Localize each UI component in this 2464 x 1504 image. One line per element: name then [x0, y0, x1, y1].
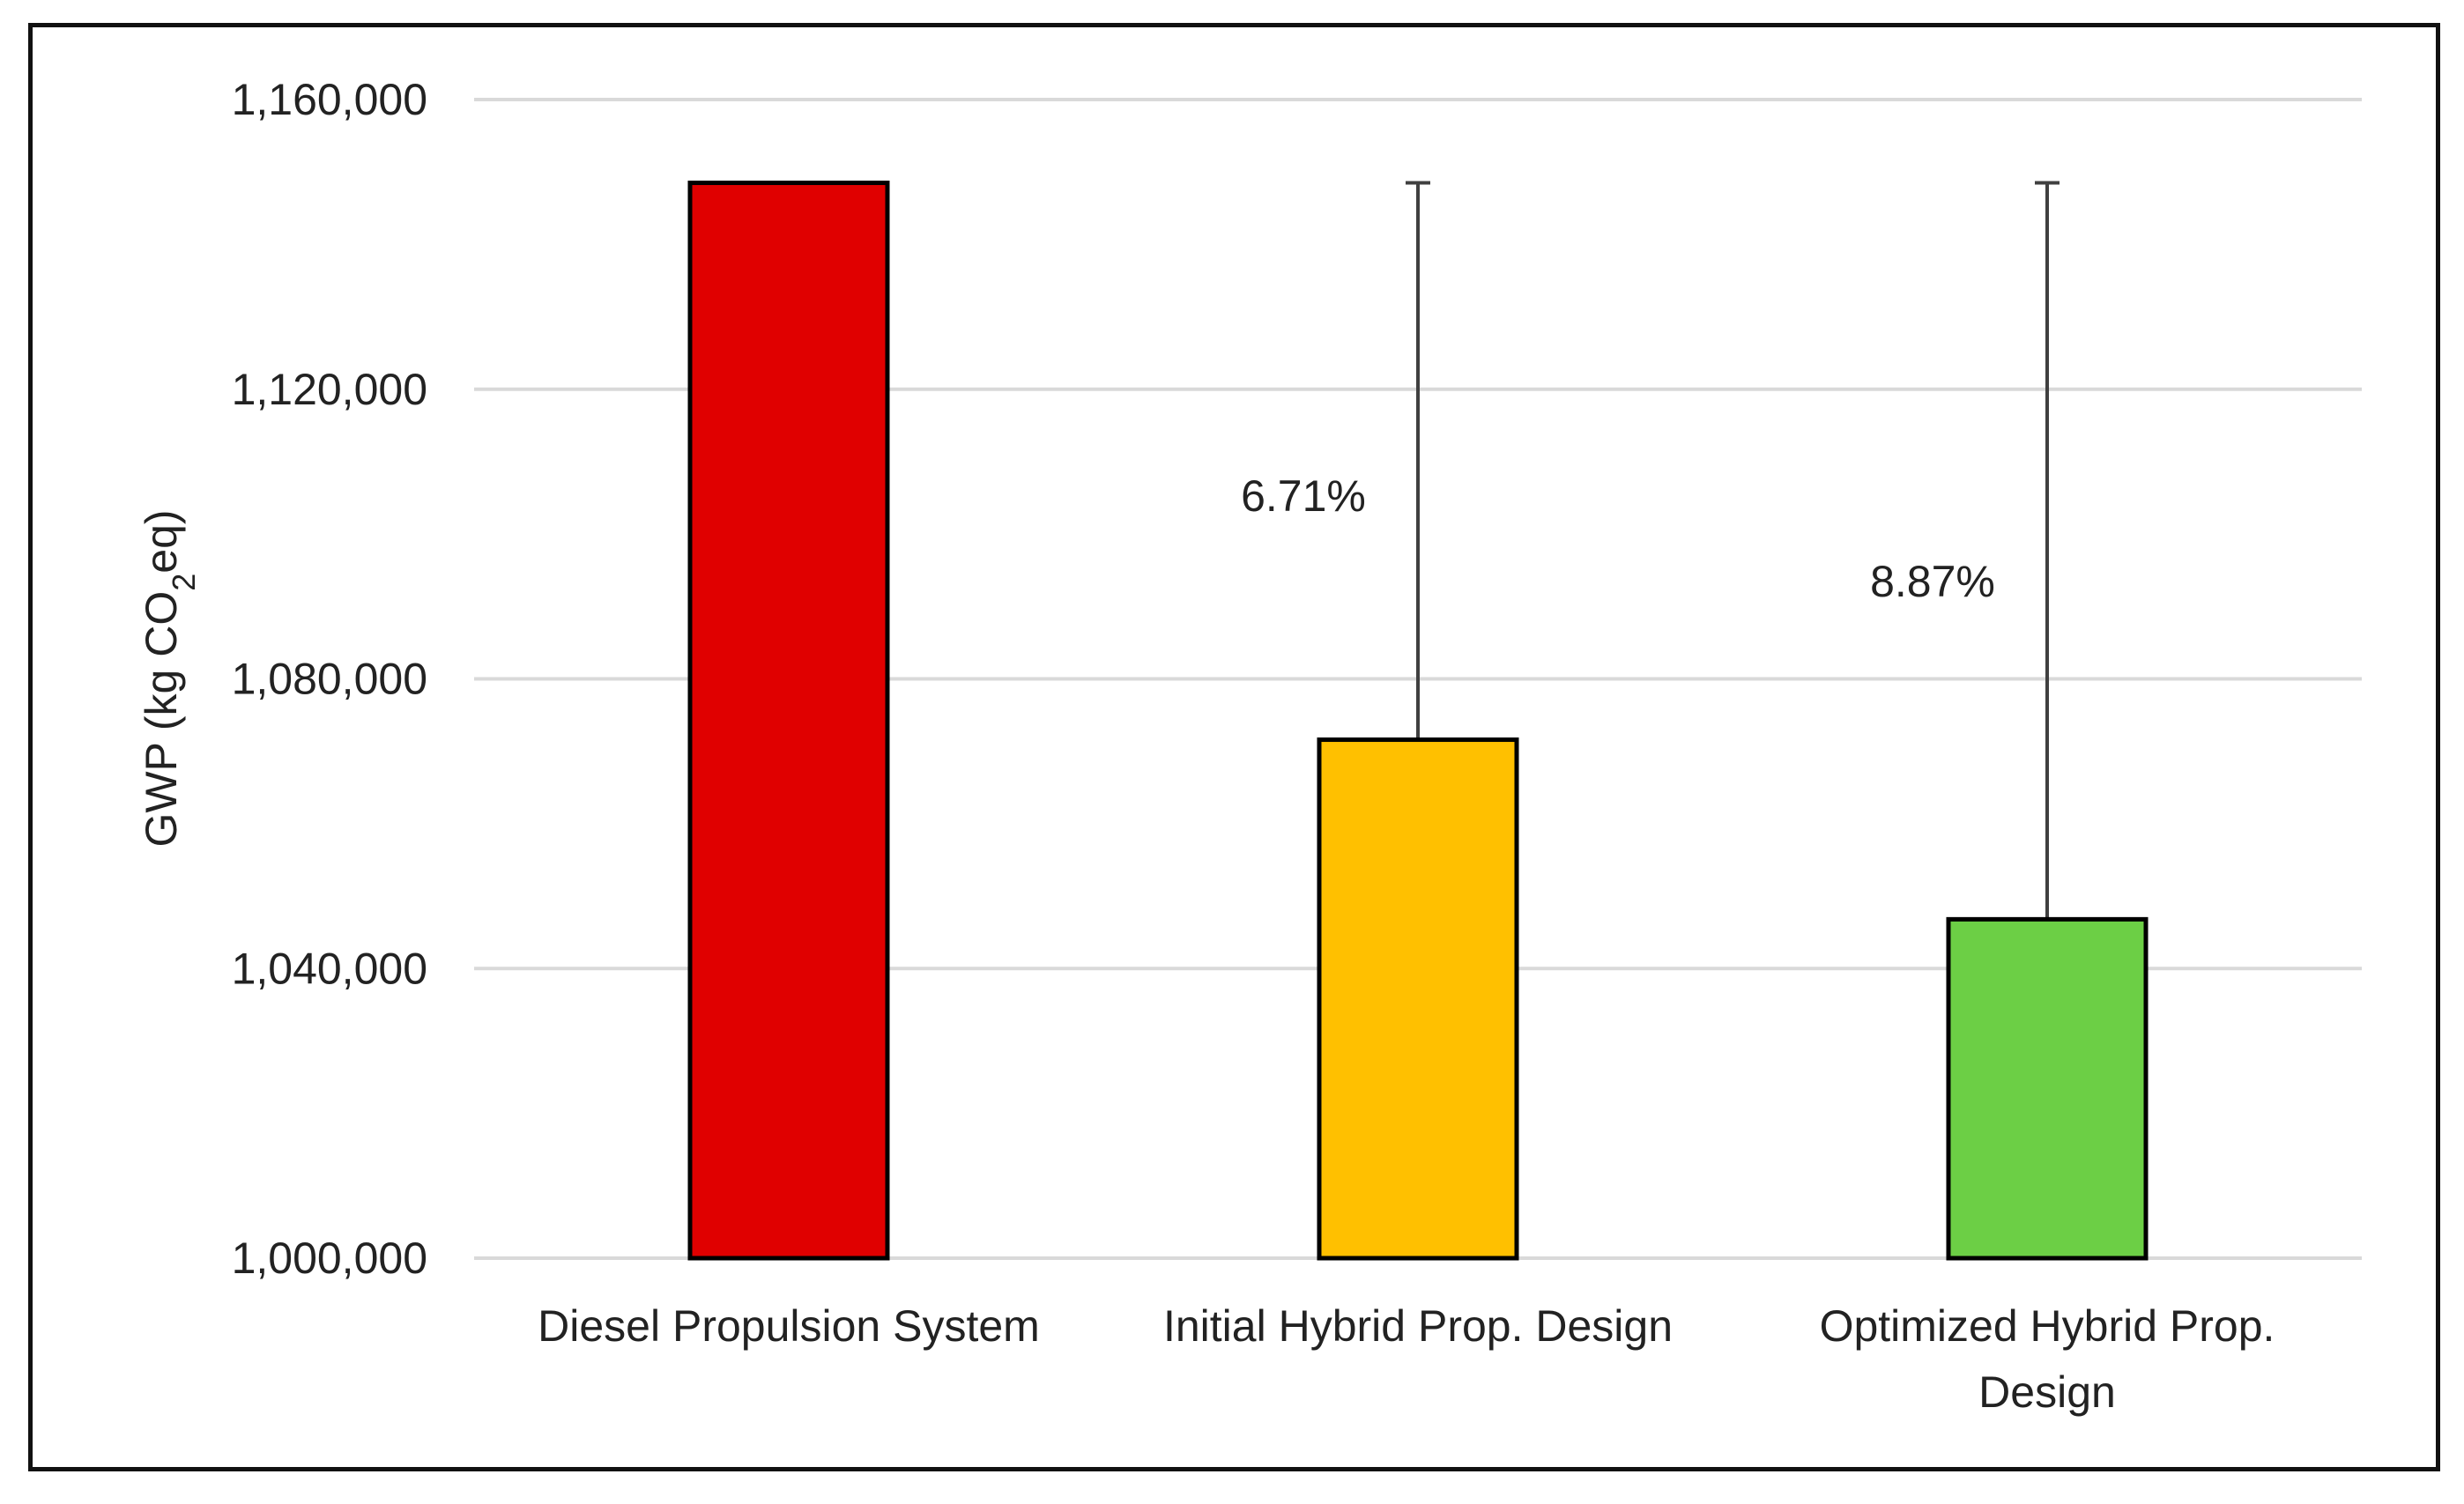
- x-category-label: Initial Hybrid Prop. Design: [1163, 1301, 1673, 1351]
- y-tick-label: 1,120,000: [232, 365, 427, 414]
- data-label: 8.87%: [1870, 557, 1995, 606]
- y-axis-title-subscript: 2: [166, 574, 202, 591]
- bar: [1317, 737, 1519, 1261]
- x-category-label: Optimized Hybrid Prop. Design: [1820, 1301, 2275, 1417]
- y-axis-title-suffix: eq): [137, 509, 186, 573]
- y-tick-label: 1,040,000: [232, 944, 427, 993]
- bar: [687, 181, 890, 1261]
- x-category-label: Diesel Propulsion System: [538, 1301, 1040, 1351]
- y-tick-label: 1,160,000: [232, 75, 427, 124]
- bar: [1946, 916, 2149, 1261]
- y-tick-label: 1,000,000: [232, 1234, 427, 1283]
- data-label: 6.71%: [1241, 471, 1366, 521]
- y-axis-title: GWP (kg CO2eq): [137, 509, 202, 847]
- y-tick-label: 1,080,000: [232, 655, 427, 704]
- y-axis-title-main: GWP (kg CO: [137, 591, 186, 848]
